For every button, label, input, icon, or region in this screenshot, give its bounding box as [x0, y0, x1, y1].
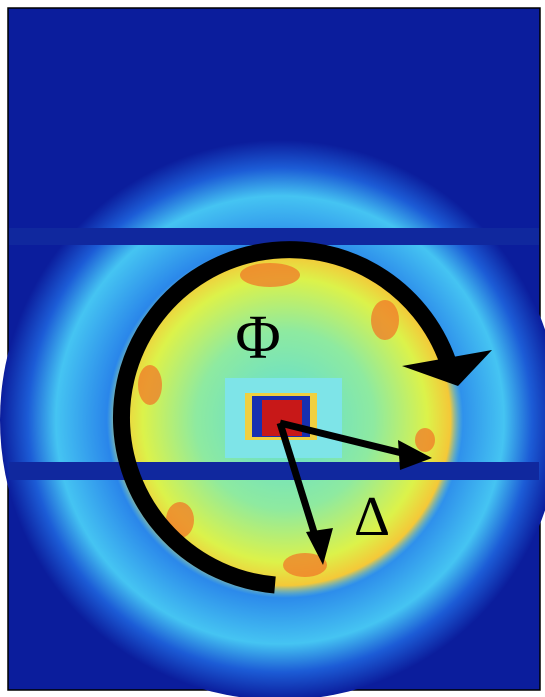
phi-label: Φ: [235, 304, 280, 372]
detector-gap: [9, 462, 539, 480]
delta-label: Δ: [354, 486, 390, 548]
page: Φ Δ (() => { const data = JSON.parse(doc…: [0, 0, 545, 697]
diffraction-image: Φ Δ: [0, 0, 545, 697]
